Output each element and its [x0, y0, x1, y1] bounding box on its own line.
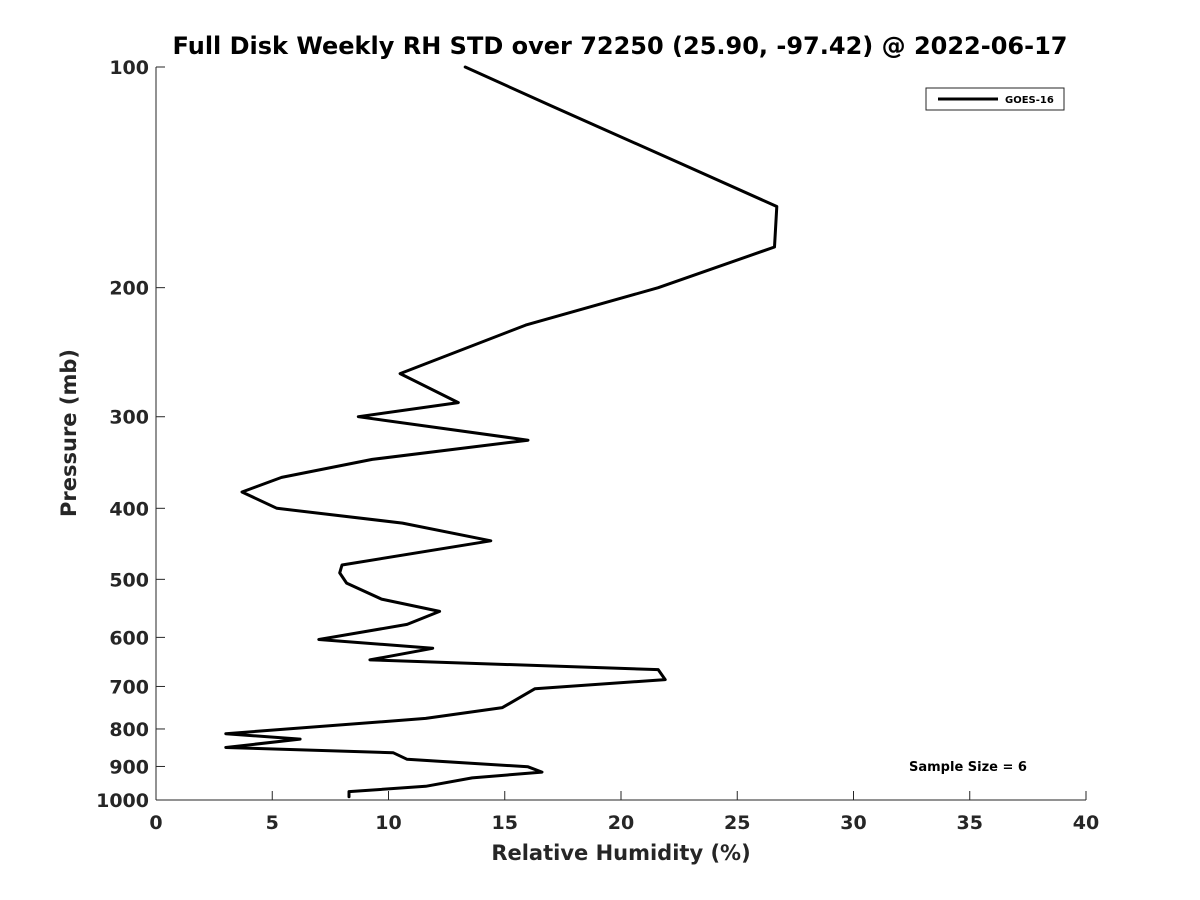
x-tick-label: 15: [492, 812, 518, 834]
x-tick-label: 0: [149, 812, 162, 834]
x-tick-label: 10: [375, 812, 401, 834]
y-tick-label: 600: [109, 627, 149, 649]
y-tick-label: 400: [109, 498, 149, 520]
x-tick-label: 5: [266, 812, 279, 834]
y-tick-label: 200: [109, 278, 149, 300]
x-tick-label: 40: [1073, 812, 1099, 834]
y-tick-label: 100: [109, 57, 149, 79]
chart-title: Full Disk Weekly RH STD over 72250 (25.9…: [173, 32, 1068, 60]
y-tick-label: 300: [109, 407, 149, 429]
x-tick-label: 35: [957, 812, 983, 834]
x-tick-label: 30: [840, 812, 866, 834]
sample-size-annotation: Sample Size = 6: [909, 760, 1027, 775]
x-tick-label: 25: [724, 812, 750, 834]
legend-entry-goes-16: GOES-16: [1005, 95, 1054, 106]
x-tick-label: 20: [608, 812, 634, 834]
series-line-goes-16: [224, 65, 779, 799]
y-axis-label: Pressure (mb): [57, 349, 81, 517]
y-tick-label: 1000: [96, 790, 149, 812]
y-tick-label: 800: [109, 719, 149, 741]
y-tick-label: 500: [109, 569, 149, 591]
y-tick-label: 700: [109, 676, 149, 698]
y-tick-label: 900: [109, 756, 149, 778]
x-axis-label: Relative Humidity (%): [491, 841, 750, 865]
x-axis-ticks: 0 5 10 15 20 25 30 35 40: [149, 791, 1099, 834]
y-axis-ticks: 100 200 300 400 500 600 700 800 900 1000: [96, 57, 165, 812]
legend: GOES-16: [925, 87, 1065, 111]
